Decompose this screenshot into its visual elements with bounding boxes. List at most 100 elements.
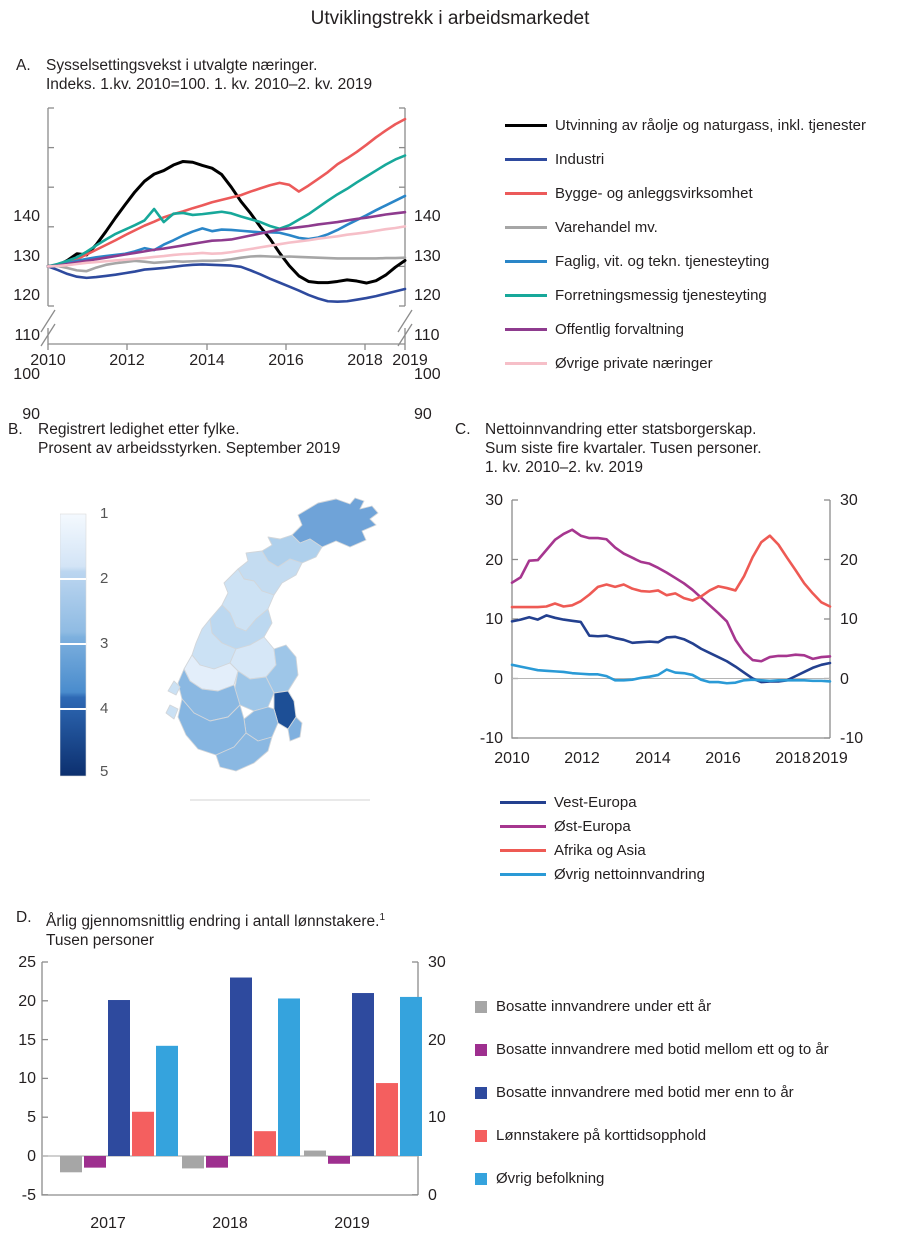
panel-a-ytick-left-0: 140 xyxy=(13,208,40,225)
panel-d-bar-2017-3 xyxy=(132,1111,154,1156)
legend-label: Vest-Europa xyxy=(554,793,637,811)
panel-a-series-6 xyxy=(46,210,407,268)
panel-a-ytick-right-0: 140 xyxy=(414,208,441,225)
legend-item: Øvrig nettoinnvandring xyxy=(500,862,705,886)
panel-b-colorbar-tick-0: 1 xyxy=(100,505,109,522)
legend-item: Øvrige private næringer xyxy=(505,346,866,380)
panel-b-title-line2: Prosent av arbeidsstyrken. September 201… xyxy=(38,440,341,457)
panel-a-xtick-5: 2019 xyxy=(392,352,428,369)
panel-c-xtick-1: 2012 xyxy=(564,750,600,767)
legend-item: Utvinning av råolje og naturgass, inkl. … xyxy=(505,108,866,142)
panel-a-series-7 xyxy=(46,225,407,268)
legend-item: Forretningsmessig tjenesteyting xyxy=(505,278,866,312)
panel-c-axes xyxy=(511,499,831,739)
panel-c-series-1 xyxy=(510,528,832,663)
panel-b-colorbar-tick-4: 5 xyxy=(100,763,109,780)
panel-c-ytick-left-4: -10 xyxy=(479,730,503,747)
map-islands-southwest xyxy=(165,704,179,720)
panel-d-xtick-2: 2019 xyxy=(334,1215,370,1232)
legend-line-swatch xyxy=(505,361,547,365)
panel-d-bar-2018-3 xyxy=(254,1131,276,1156)
panel-c-xtick-4: 2018 xyxy=(775,750,811,767)
panel-a-letter: A. xyxy=(16,57,31,74)
map-region-ostfold xyxy=(287,716,303,742)
panel-d-title-line1: Årlig gjennomsnittlig endring i antall l… xyxy=(46,913,380,931)
panel-d-xtick-0: 2017 xyxy=(90,1215,126,1232)
legend-line-swatch xyxy=(500,824,546,828)
panel-b-map-area: 1 2 3 4 5 xyxy=(0,495,440,825)
legend-label: Forretningsmessig tjenesteyting xyxy=(555,286,767,304)
panel-a-xtick-1: 2012 xyxy=(109,352,145,369)
legend-color-swatch xyxy=(475,1086,487,1099)
panel-d-bar-2017-4 xyxy=(156,1045,178,1156)
panel-b-title-line1: Registrert ledighet etter fylke. xyxy=(38,421,240,438)
legend-item: Afrika og Asia xyxy=(500,838,705,862)
map-region-agder xyxy=(215,732,273,772)
panel-d-xtick-1: 2018 xyxy=(212,1215,248,1232)
panel-c-title-line2: Sum siste fire kvartaler. Tusen personer… xyxy=(485,440,762,457)
legend-color-swatch xyxy=(475,1000,487,1013)
panel-c-series-2 xyxy=(510,534,832,609)
legend-line-swatch xyxy=(505,157,547,161)
panel-c-xaxis-labels: 2010 2012 2014 2016 2018 2019 xyxy=(440,750,900,778)
panel-d-bar-2017-1 xyxy=(84,1156,106,1168)
legend-line-swatch xyxy=(505,259,547,263)
panel-a-ytick-right-5: 90 xyxy=(414,406,432,423)
panel-d-bar-2019-3 xyxy=(376,1083,398,1156)
legend-line-swatch xyxy=(500,848,546,852)
panel-c-ytick-right-4: -10 xyxy=(840,730,864,747)
panel-d-bar-2019-4 xyxy=(400,996,422,1156)
panel-a-heading: A. Sysselsettingsvekst i utvalgte næring… xyxy=(16,56,486,94)
panel-a-series-0 xyxy=(46,159,407,285)
panel-c-title-line1: Nettoinnvandring etter statsborgerskap. xyxy=(485,421,757,438)
panel-c-chart: 30 20 10 0 -10 30 20 10 0 -10 xyxy=(440,490,900,750)
panel-d-bar-2019-1 xyxy=(328,1156,350,1164)
panel-d-ytick-left-1: 20 xyxy=(18,992,36,1010)
panel-a-svg xyxy=(40,107,413,350)
panel-d-ytick-left-6: -5 xyxy=(21,1186,36,1204)
legend-item: Faglig, vit. og tekn. tjenesteyting xyxy=(505,244,866,278)
legend-label: Faglig, vit. og tekn. tjenesteyting xyxy=(555,252,770,270)
panel-d-ytick-right-3: 0 xyxy=(428,1186,437,1204)
panel-c-svg xyxy=(510,499,832,739)
panel-a-series-1 xyxy=(46,263,407,303)
legend-item: Lønnstakere på korttidsopphold xyxy=(475,1114,829,1157)
panel-d-bar-2017-0 xyxy=(60,1156,82,1173)
panel-c-ytick-left-0: 30 xyxy=(485,492,503,509)
panel-a-title-line1: Sysselsettingsvekst i utvalgte næringer. xyxy=(46,57,318,74)
legend-label: Bosatte innvandrere med botid mellom ett… xyxy=(496,1041,829,1058)
legend-label: Øvrig nettoinnvandring xyxy=(554,865,705,883)
legend-item: Øvrig befolkning xyxy=(475,1157,829,1200)
legend-color-swatch xyxy=(475,1172,487,1185)
legend-line-swatch xyxy=(500,872,546,876)
map-region-finnmark xyxy=(291,497,379,548)
legend-label: Øst-Europa xyxy=(554,817,631,835)
legend-label: Øvrig befolkning xyxy=(496,1170,605,1187)
panel-a-xaxis-labels: 2010 2012 2014 2016 2018 2019 xyxy=(0,352,470,382)
panel-d-ytick-left-0: 25 xyxy=(18,954,36,971)
legend-label: Øvrige private næringer xyxy=(555,354,713,372)
panel-c-heading: C. Nettoinnvandring etter statsborgerska… xyxy=(455,420,895,477)
panel-c-ytick-right-0: 30 xyxy=(840,492,858,509)
legend-item: Offentlig forvaltning xyxy=(505,312,866,346)
panel-a-axes xyxy=(40,107,413,350)
panel-c-xtick-2: 2014 xyxy=(635,750,671,767)
panel-a-ytick-right-2: 120 xyxy=(414,287,441,305)
panel-d-chart: 25 20 15 10 5 0 -5 30 20 10 0 2017 2018 … xyxy=(0,950,470,1248)
legend-line-swatch xyxy=(505,293,547,297)
panel-c-ytick-left-3: 0 xyxy=(494,670,503,688)
panel-d-bar-2018-0 xyxy=(182,1156,204,1169)
panel-d-title-line1-wrap: Årlig gjennomsnittlig endring i antall l… xyxy=(46,908,486,931)
legend-item: Industri xyxy=(505,142,866,176)
legend-label: Utvinning av råolje og naturgass, inkl. … xyxy=(555,116,867,134)
legend-item: Bosatte innvandrere under ett år xyxy=(475,985,829,1028)
panel-a-xtick-2: 2014 xyxy=(189,352,225,369)
legend-item: Bosatte innvandrere med botid mer enn to… xyxy=(475,1071,829,1114)
panel-b-letter: B. xyxy=(8,421,23,438)
panel-a-ytick-right-4: 100 xyxy=(414,366,441,384)
panel-d-bar-2019-2 xyxy=(352,993,374,1156)
panel-d-bars-group xyxy=(60,977,422,1173)
panel-a-ytick-right-3: 110 xyxy=(414,326,440,344)
panel-b-colorbar xyxy=(60,513,87,777)
panel-a-series-5 xyxy=(46,154,407,268)
